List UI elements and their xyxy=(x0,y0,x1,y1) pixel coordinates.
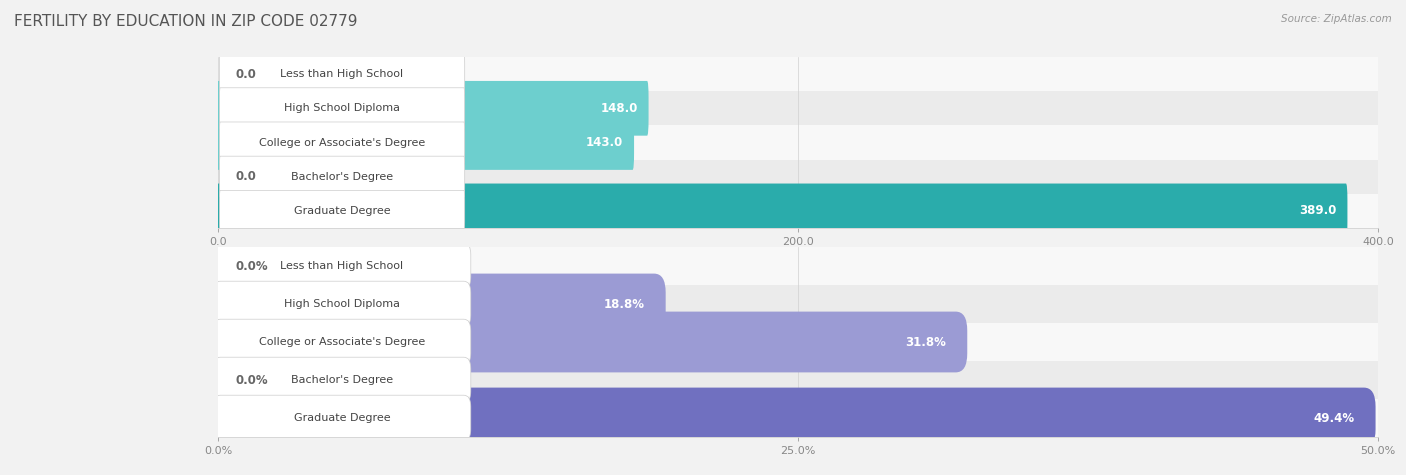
Bar xyxy=(218,285,1378,323)
Bar xyxy=(218,361,1378,399)
Text: 0.0%: 0.0% xyxy=(235,259,269,273)
Text: Less than High School: Less than High School xyxy=(280,69,404,79)
Text: Graduate Degree: Graduate Degree xyxy=(294,206,391,216)
Text: 0.0%: 0.0% xyxy=(235,373,269,387)
Text: 0.0: 0.0 xyxy=(235,67,256,81)
FancyBboxPatch shape xyxy=(219,156,465,197)
Text: Graduate Degree: Graduate Degree xyxy=(294,413,391,423)
FancyBboxPatch shape xyxy=(217,183,1347,238)
Text: 49.4%: 49.4% xyxy=(1313,411,1355,425)
FancyBboxPatch shape xyxy=(219,122,465,163)
Text: College or Associate's Degree: College or Associate's Degree xyxy=(259,337,425,347)
Text: 18.8%: 18.8% xyxy=(603,297,645,311)
Bar xyxy=(218,323,1378,361)
FancyBboxPatch shape xyxy=(217,81,648,136)
Bar xyxy=(218,399,1378,437)
Bar xyxy=(218,125,1378,160)
Bar xyxy=(218,194,1378,228)
FancyBboxPatch shape xyxy=(214,357,471,403)
FancyBboxPatch shape xyxy=(207,388,1375,448)
Text: 148.0: 148.0 xyxy=(600,102,638,115)
Text: Bachelor's Degree: Bachelor's Degree xyxy=(291,375,394,385)
Text: Less than High School: Less than High School xyxy=(280,261,404,271)
FancyBboxPatch shape xyxy=(219,88,465,129)
Text: Source: ZipAtlas.com: Source: ZipAtlas.com xyxy=(1281,14,1392,24)
Text: 143.0: 143.0 xyxy=(586,136,623,149)
Text: 0.0: 0.0 xyxy=(235,170,256,183)
FancyBboxPatch shape xyxy=(214,243,471,289)
Text: High School Diploma: High School Diploma xyxy=(284,299,401,309)
FancyBboxPatch shape xyxy=(207,312,967,372)
FancyBboxPatch shape xyxy=(214,281,471,327)
FancyBboxPatch shape xyxy=(217,115,634,170)
Text: Bachelor's Degree: Bachelor's Degree xyxy=(291,171,394,182)
Text: High School Diploma: High School Diploma xyxy=(284,103,401,114)
FancyBboxPatch shape xyxy=(219,54,465,95)
Bar xyxy=(218,160,1378,194)
Text: FERTILITY BY EDUCATION IN ZIP CODE 02779: FERTILITY BY EDUCATION IN ZIP CODE 02779 xyxy=(14,14,357,29)
Text: 389.0: 389.0 xyxy=(1299,204,1337,218)
FancyBboxPatch shape xyxy=(207,274,665,334)
FancyBboxPatch shape xyxy=(214,319,471,365)
FancyBboxPatch shape xyxy=(214,395,471,441)
Bar xyxy=(218,247,1378,285)
Bar xyxy=(218,91,1378,125)
FancyBboxPatch shape xyxy=(219,190,465,231)
Text: College or Associate's Degree: College or Associate's Degree xyxy=(259,137,425,148)
Bar xyxy=(218,57,1378,91)
Text: 31.8%: 31.8% xyxy=(905,335,946,349)
